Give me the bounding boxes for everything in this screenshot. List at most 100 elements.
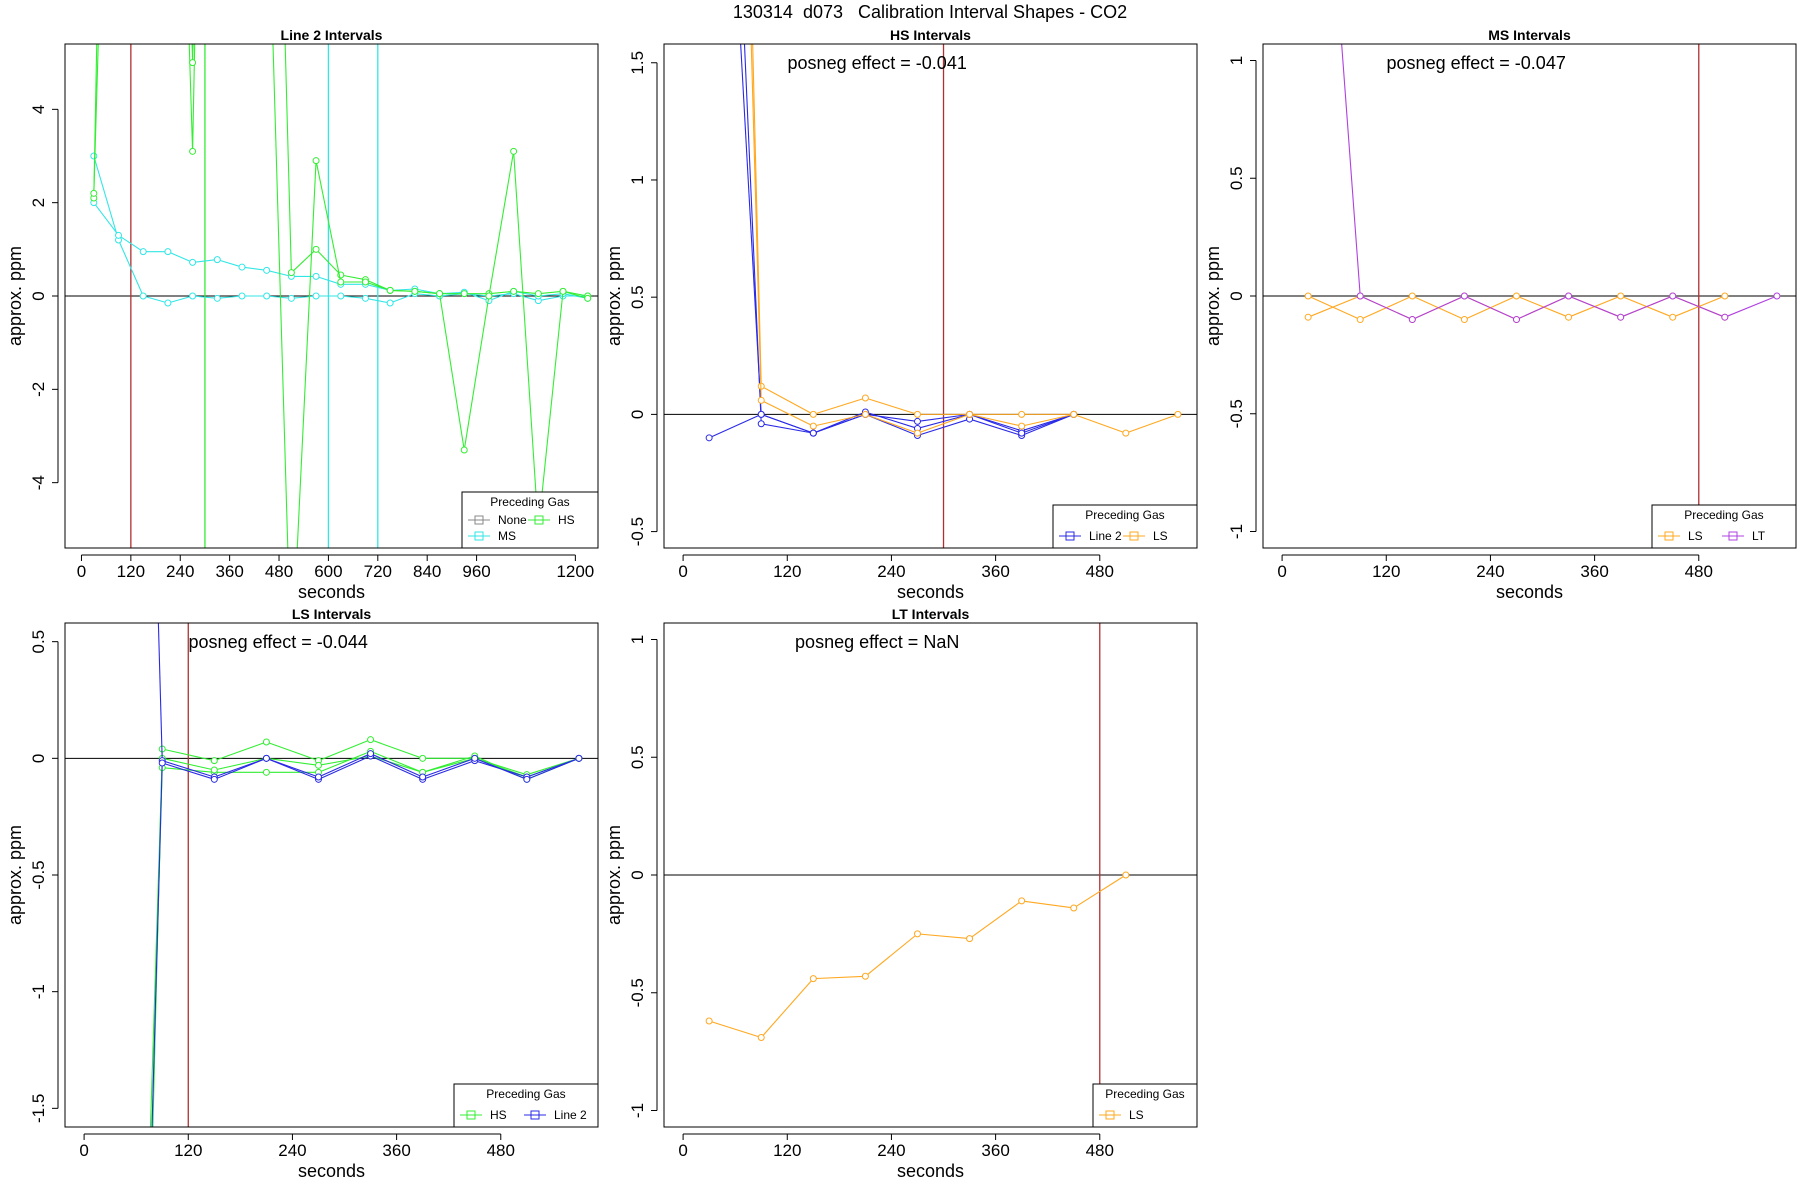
series-line-segment [463, 295, 490, 451]
x-axis-label: seconds [298, 1161, 365, 1181]
series-line-segment [315, 160, 342, 283]
x-tick-label: 240 [166, 562, 194, 581]
legend-swatch-marker [534, 515, 544, 525]
x-tick-label: 0 [1277, 562, 1286, 581]
data-point [262, 738, 270, 746]
series-line-segment [151, 762, 163, 1128]
data-point [312, 292, 320, 300]
data-point [419, 754, 427, 762]
series-line-segment [537, 291, 564, 530]
data-point [436, 290, 444, 298]
data-point [1669, 292, 1677, 300]
data-point [1122, 429, 1130, 437]
x-tick-label: 480 [1086, 562, 1114, 581]
series-line-segment [474, 757, 527, 776]
data-point [367, 750, 375, 758]
legend-swatch-marker [1065, 531, 1075, 541]
legend: Preceding Gas None HS MS [461, 491, 599, 549]
data-point [337, 278, 345, 286]
series-line-segment [761, 413, 814, 434]
series-line-segment [813, 411, 866, 434]
x-tick-label: 360 [981, 562, 1009, 581]
data-point [460, 290, 468, 298]
series-line-segment [813, 413, 866, 427]
series-line-segment [760, 385, 814, 415]
data-point [705, 1017, 713, 1025]
series-line-segment [93, 202, 119, 236]
series-line-segment [157, 622, 163, 761]
data-point [210, 757, 218, 765]
series-line-segment [813, 397, 866, 415]
y-tick-label: -4 [29, 475, 48, 490]
series-line-segment [291, 295, 317, 299]
y-tick-label: 0.5 [29, 630, 48, 654]
series-line-segment [1359, 295, 1413, 321]
data-point [1460, 292, 1468, 300]
series-line-segment [513, 293, 539, 302]
series-line-segment [969, 418, 1022, 437]
legend: Preceding Gas Line 2 LS [1052, 504, 1198, 549]
series-line-segment [266, 741, 319, 762]
legend-swatch-marker [530, 1110, 540, 1120]
figure-title: 130314 d073 Calibration Interval Shapes … [733, 2, 1127, 22]
data-point [1669, 313, 1677, 321]
data-point [262, 754, 270, 762]
y-tick-label: 4 [29, 105, 48, 114]
data-point [861, 410, 869, 418]
legend-item: MS [468, 529, 516, 543]
series-line-segment [370, 755, 423, 773]
x-tick-label: 240 [877, 562, 905, 581]
legend-item: LS [1123, 529, 1168, 543]
series-line-segment [708, 413, 762, 439]
plot-frame [64, 622, 599, 1128]
data-point [1512, 292, 1520, 300]
y-tick-label: 0.5 [628, 285, 647, 309]
legend-item: LS [1099, 1108, 1144, 1122]
series-line-segment [290, 248, 317, 274]
series [1341, 43, 1781, 324]
x-tick-label: 240 [877, 1141, 905, 1160]
series-line-segment [1125, 413, 1179, 434]
data-point [367, 736, 375, 744]
legend-item: LS [1658, 529, 1703, 543]
series-line-segment [488, 293, 514, 297]
series-line-segment [1724, 295, 1778, 318]
series [752, 43, 1182, 437]
chart-panel: HS Intervals 0 120 240 360 480 seconds -0.5 0 0.5… [604, 27, 1198, 602]
series-line-segment [370, 755, 423, 780]
data-point [139, 292, 147, 300]
legend-label: LS [1688, 529, 1703, 543]
x-axis-label: seconds [298, 582, 365, 602]
data-point [510, 287, 518, 295]
data-point [471, 754, 479, 762]
series-line-segment [488, 151, 515, 297]
legend: Preceding Gas HS Line 2 [453, 1083, 599, 1128]
series [152, 736, 583, 1128]
series-line-segment [143, 295, 169, 304]
legend-item: Line 2 [1059, 529, 1122, 543]
y-tick-label: -0.5 [29, 860, 48, 889]
data-point [361, 278, 369, 286]
series-line-segment [708, 1020, 762, 1039]
chart-panel: LT Intervals 0 120 240 360 480 seconds -1 -0.5 0 0… [604, 606, 1198, 1181]
x-tick-label: 120 [117, 562, 145, 581]
legend-item: HS [528, 513, 575, 527]
plot-frame [663, 622, 1198, 1128]
legend-label: Line 2 [1089, 529, 1122, 543]
series-line-segment [969, 413, 1022, 434]
posneg-annotation: posneg effect = -0.044 [189, 632, 368, 652]
series-line-segment [1021, 413, 1074, 427]
data-point [510, 147, 518, 155]
series-line-segment [1516, 295, 1569, 321]
series-line-segment [526, 757, 580, 780]
series-line-segment [214, 741, 267, 762]
x-tick-label: 360 [382, 1141, 410, 1160]
x-tick-label: 480 [265, 562, 293, 581]
data-point [1565, 292, 1573, 300]
series-line-segment [315, 275, 341, 285]
data-point [757, 396, 765, 404]
data-point [386, 286, 394, 294]
series-line-segment [370, 750, 423, 773]
series-line-segment [162, 767, 215, 773]
y-tick-label: -1 [628, 1103, 647, 1118]
